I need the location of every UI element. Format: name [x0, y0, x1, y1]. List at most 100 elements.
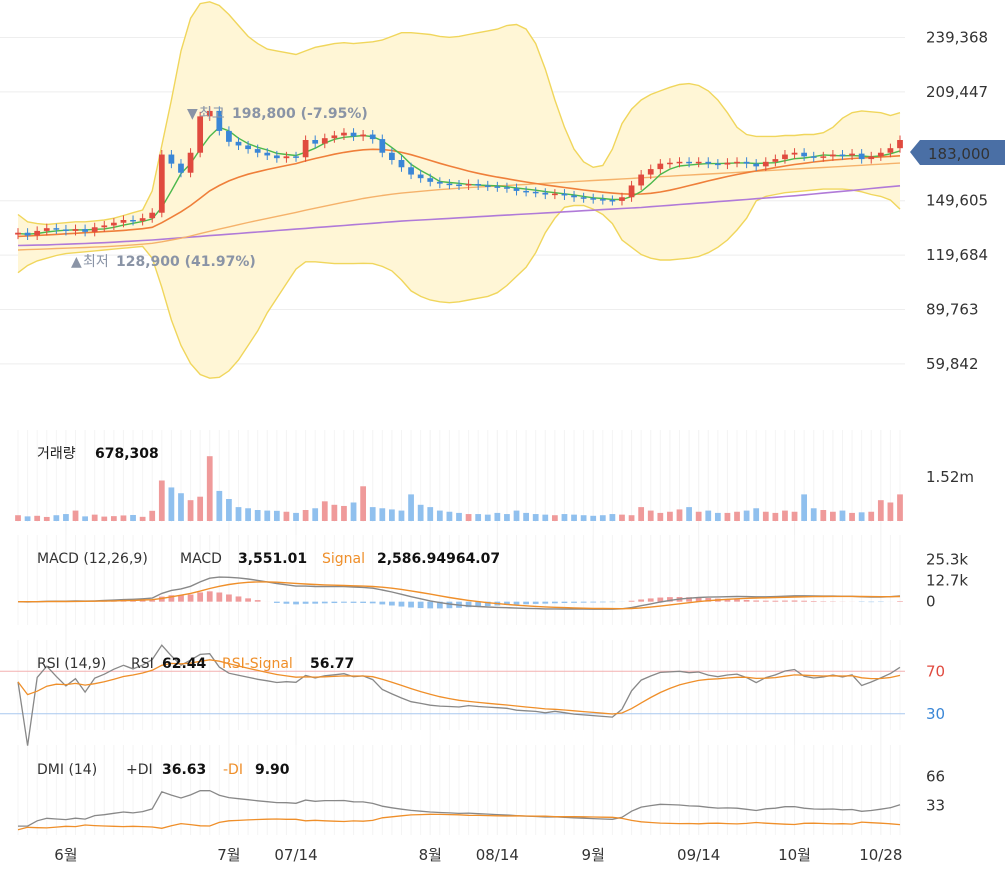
- candle-body[interactable]: [53, 228, 60, 230]
- candle-body[interactable]: [456, 184, 462, 187]
- volume-bar[interactable]: [561, 514, 568, 521]
- candle-body[interactable]: [504, 187, 510, 189]
- candle-body[interactable]: [695, 161, 702, 164]
- candle-body[interactable]: [801, 152, 808, 157]
- candle-body[interactable]: [312, 140, 319, 144]
- candle-body[interactable]: [110, 222, 117, 226]
- candle-body[interactable]: [149, 212, 156, 219]
- candle-body[interactable]: [561, 193, 568, 196]
- volume-bar[interactable]: [484, 514, 491, 521]
- volume-bar[interactable]: [34, 515, 41, 521]
- candle-body[interactable]: [647, 169, 654, 175]
- volume-bar[interactable]: [743, 510, 750, 521]
- volume-bar[interactable]: [331, 504, 338, 521]
- volume-bar[interactable]: [551, 515, 558, 521]
- volume-bar[interactable]: [705, 510, 712, 521]
- volume-bar[interactable]: [408, 494, 414, 521]
- candle-body[interactable]: [158, 154, 165, 213]
- candle-body[interactable]: [24, 232, 31, 236]
- volume-bar[interactable]: [628, 515, 635, 521]
- volume-bar[interactable]: [216, 490, 223, 521]
- candle-body[interactable]: [714, 163, 721, 166]
- volume-bar[interactable]: [350, 502, 357, 521]
- volume-bar[interactable]: [849, 512, 855, 521]
- volume-bar[interactable]: [379, 508, 386, 521]
- volume-bar[interactable]: [734, 511, 740, 521]
- volume-bar[interactable]: [542, 514, 549, 521]
- candle-body[interactable]: [494, 186, 501, 188]
- candle-body[interactable]: [350, 132, 357, 137]
- candle-body[interactable]: [321, 138, 328, 144]
- candle-body[interactable]: [839, 154, 846, 157]
- volume-bar[interactable]: [590, 515, 597, 521]
- candle-body[interactable]: [120, 220, 127, 223]
- volume-bar[interactable]: [446, 511, 453, 521]
- candle-body[interactable]: [705, 161, 712, 164]
- candle-body[interactable]: [667, 162, 673, 165]
- volume-bar[interactable]: [504, 514, 510, 521]
- volume-bar[interactable]: [609, 514, 616, 521]
- candle-body[interactable]: [830, 154, 836, 157]
- volume-bar[interactable]: [830, 511, 836, 521]
- candle-body[interactable]: [523, 190, 529, 193]
- candle-body[interactable]: [283, 156, 290, 159]
- volume-bar[interactable]: [667, 511, 673, 521]
- candle-body[interactable]: [302, 140, 309, 158]
- volume-bar[interactable]: [72, 510, 79, 521]
- volume-bar[interactable]: [197, 496, 204, 521]
- candle-body[interactable]: [254, 149, 261, 153]
- volume-bar[interactable]: [254, 510, 261, 521]
- volume-bar[interactable]: [456, 512, 462, 521]
- candle-body[interactable]: [408, 167, 414, 175]
- volume-bar[interactable]: [15, 515, 21, 521]
- candle-body[interactable]: [427, 178, 434, 182]
- candle-body[interactable]: [791, 152, 798, 155]
- volume-bar[interactable]: [139, 516, 146, 521]
- volume-bar[interactable]: [897, 494, 903, 521]
- candle-body[interactable]: [868, 156, 875, 160]
- candle-body[interactable]: [638, 174, 645, 186]
- volume-bar[interactable]: [101, 516, 108, 521]
- volume-bar[interactable]: [638, 507, 645, 521]
- candle-body[interactable]: [849, 153, 855, 156]
- candle-body[interactable]: [571, 195, 577, 198]
- volume-bar[interactable]: [647, 510, 654, 521]
- candle-body[interactable]: [130, 220, 136, 222]
- candle-body[interactable]: [139, 218, 146, 221]
- candle-body[interactable]: [226, 130, 232, 142]
- candle-body[interactable]: [34, 230, 41, 236]
- candle-body[interactable]: [235, 141, 242, 146]
- candle-body[interactable]: [264, 152, 271, 156]
- volume-bar[interactable]: [465, 514, 472, 521]
- volume-bar[interactable]: [91, 514, 98, 521]
- volume-bar[interactable]: [571, 514, 577, 521]
- candle-body[interactable]: [724, 162, 731, 165]
- volume-bar[interactable]: [782, 510, 788, 521]
- volume-bar[interactable]: [523, 512, 529, 521]
- volume-bar[interactable]: [158, 480, 165, 522]
- candle-body[interactable]: [341, 132, 347, 136]
- volume-bar[interactable]: [120, 515, 127, 521]
- volume-bar[interactable]: [695, 511, 702, 521]
- candle-body[interactable]: [82, 229, 88, 232]
- volume-bar[interactable]: [436, 510, 443, 521]
- volume-bar[interactable]: [63, 514, 69, 521]
- candle-body[interactable]: [379, 139, 386, 153]
- volume-bar[interactable]: [714, 512, 721, 521]
- volume-bar[interactable]: [599, 515, 606, 521]
- volume-bar[interactable]: [657, 512, 664, 521]
- candle-body[interactable]: [72, 229, 79, 231]
- candle-body[interactable]: [532, 191, 539, 194]
- volume-bar[interactable]: [369, 507, 376, 521]
- candle-body[interactable]: [810, 156, 817, 158]
- volume-bar[interactable]: [676, 509, 683, 521]
- volume-bar[interactable]: [312, 508, 319, 521]
- volume-bar[interactable]: [820, 510, 827, 521]
- candle-body[interactable]: [762, 161, 769, 167]
- candle-body[interactable]: [245, 145, 251, 150]
- candle-body[interactable]: [216, 110, 223, 131]
- candle-body[interactable]: [436, 181, 443, 184]
- volume-bar[interactable]: [110, 516, 117, 521]
- candle-body[interactable]: [782, 154, 788, 160]
